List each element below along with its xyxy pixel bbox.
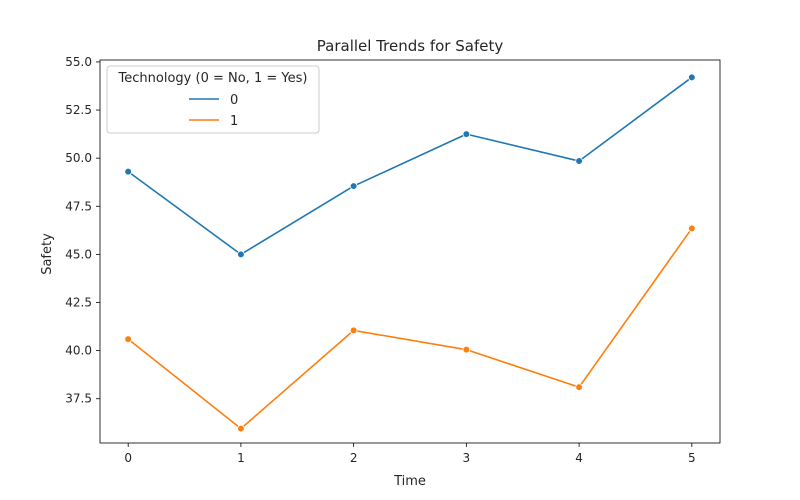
y-axis: 37.5 40.0 42.5 45.0 47.5 50.0 52.5 55.0 <box>65 55 100 406</box>
legend-title: Technology (0 = No, 1 = Yes) <box>118 71 308 86</box>
x-axis-label: Time <box>393 474 426 489</box>
data-point <box>349 326 358 335</box>
data-point <box>688 224 696 233</box>
y-tick-label: 50.0 <box>65 151 92 165</box>
data-point <box>237 424 245 433</box>
data-point <box>124 167 132 176</box>
x-tick-label: 4 <box>575 451 583 465</box>
y-tick-label: 52.5 <box>65 103 92 117</box>
x-tick-label: 5 <box>688 451 696 465</box>
data-point <box>575 157 583 165</box>
data-point <box>124 335 132 343</box>
x-tick-label: 3 <box>463 451 471 465</box>
legend-label: 0 <box>230 93 238 108</box>
y-tick-label: 40.0 <box>65 344 92 358</box>
plot-area <box>99 59 721 444</box>
y-tick-label: 42.5 <box>65 296 92 310</box>
x-tick-label: 0 <box>124 451 132 465</box>
y-tick-label: 55.0 <box>65 55 92 69</box>
x-tick-label: 2 <box>350 451 358 465</box>
plot-frame <box>99 59 721 444</box>
y-tick-label: 37.5 <box>65 392 92 406</box>
x-axis: 0 1 2 3 4 5 <box>124 443 696 465</box>
data-point <box>462 345 471 354</box>
legend-label: 1 <box>230 114 238 129</box>
y-axis-label: Safety <box>40 233 55 275</box>
series-0 <box>124 73 696 259</box>
series-1 <box>124 224 696 433</box>
data-point <box>462 130 471 138</box>
y-tick-label: 45.0 <box>65 247 92 261</box>
y-tick-label: 47.5 <box>65 199 92 213</box>
data-point <box>237 250 245 259</box>
series-layer <box>124 73 696 433</box>
data-point <box>575 383 583 391</box>
x-tick-label: 1 <box>237 451 245 465</box>
chart-title: Parallel Trends for Safety <box>317 37 504 55</box>
series-line <box>127 227 693 430</box>
series-line <box>127 76 693 256</box>
data-point <box>688 73 696 82</box>
data-point <box>349 182 358 190</box>
legend: Technology (0 = No, 1 = Yes) 0 1 <box>106 65 320 134</box>
